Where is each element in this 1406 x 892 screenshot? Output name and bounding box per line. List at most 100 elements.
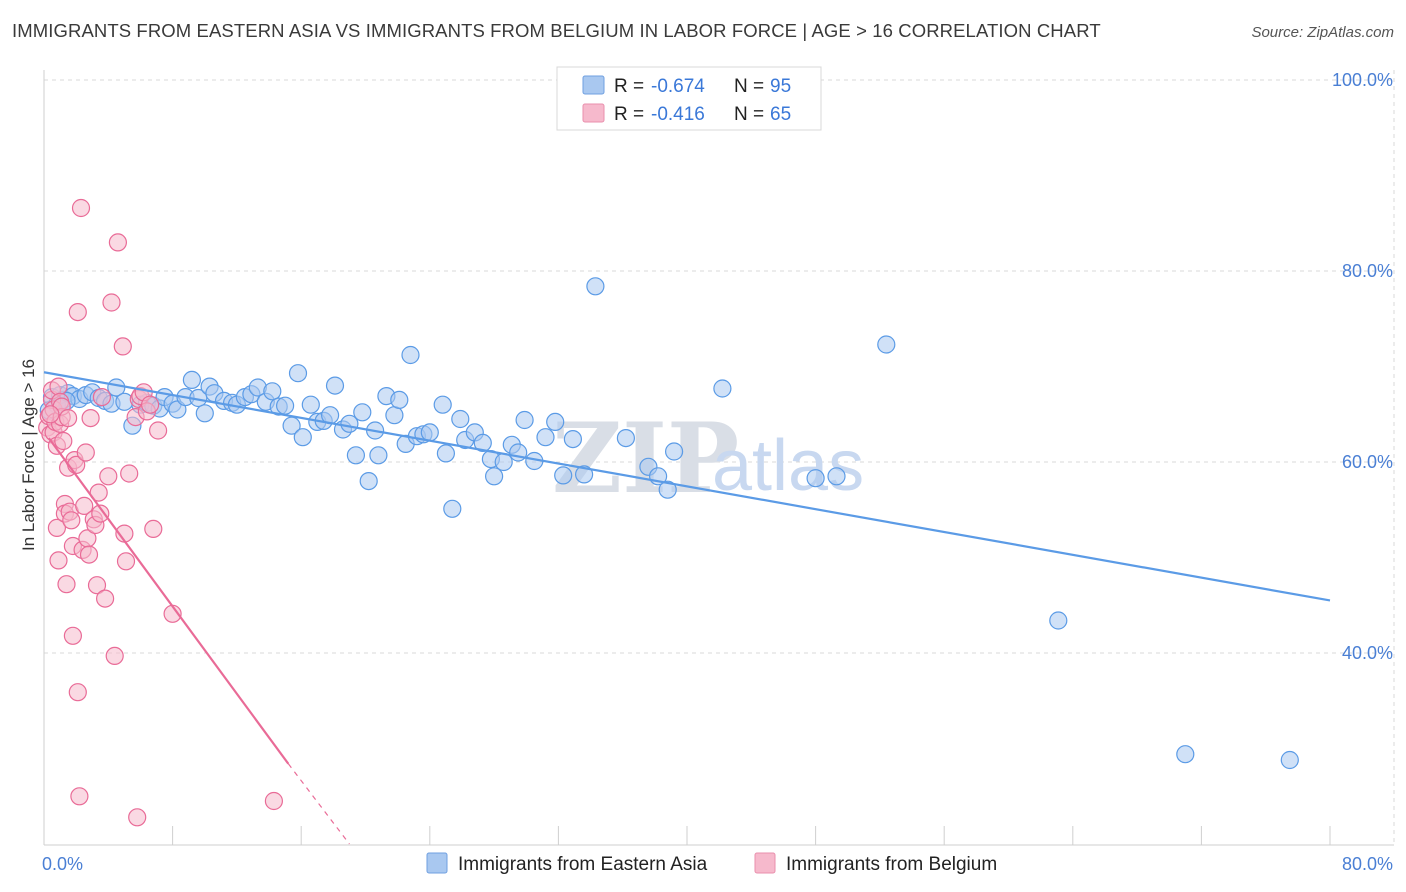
y-axis-label: In Labor Force | Age > 16 xyxy=(19,359,38,551)
y-tick-label: 100.0% xyxy=(1332,70,1393,90)
data-point xyxy=(81,409,100,428)
data-point xyxy=(433,395,452,414)
data-point xyxy=(451,409,470,429)
data-point xyxy=(664,442,684,461)
trend-line-eastern-asia xyxy=(43,371,1331,602)
data-point xyxy=(58,409,78,428)
data-point xyxy=(68,303,87,322)
data-point xyxy=(369,446,388,465)
data-point xyxy=(91,504,110,523)
watermark-atlas: atlas xyxy=(712,426,864,506)
data-point xyxy=(182,370,201,389)
y-tick-label: 80.0% xyxy=(1342,261,1393,281)
data-point xyxy=(473,433,492,452)
data-point xyxy=(1176,745,1195,764)
bottom-legend-swatch-belgium xyxy=(754,852,776,874)
data-point xyxy=(293,428,312,447)
trend-lines xyxy=(43,371,1331,845)
bottom-legend-swatch-eastern-asia xyxy=(426,852,448,874)
data-point xyxy=(401,345,420,365)
data-point xyxy=(877,335,896,354)
source-label: Source: ZipAtlas.com xyxy=(1251,24,1394,41)
data-point xyxy=(494,452,513,472)
x-tick-label: 80.0% xyxy=(1342,854,1393,874)
data-point xyxy=(420,423,439,442)
data-point xyxy=(515,410,534,430)
legend-swatch-belgium xyxy=(582,103,605,123)
data-point xyxy=(301,395,320,414)
legend-swatch-eastern-asia xyxy=(582,75,605,95)
chart-title: IMMIGRANTS FROM EASTERN ASIA VS IMMIGRAN… xyxy=(12,20,1101,41)
data-point xyxy=(105,646,124,666)
data-point xyxy=(144,519,163,539)
legend-r-label-2: R = xyxy=(614,104,644,125)
legend-r-value-2: -0.416 xyxy=(651,104,705,125)
data-point xyxy=(346,446,365,465)
x-tick-labels: 0.0% 80.0% xyxy=(42,854,1393,874)
trend-line-extension-belgium xyxy=(287,763,350,845)
data-point xyxy=(99,467,118,486)
data-point xyxy=(75,496,94,515)
data-point xyxy=(41,405,60,424)
legend-top: R = -0.674 N = 95 R = -0.416 N = 65 xyxy=(556,66,822,131)
y-tick-label: 60.0% xyxy=(1342,452,1393,472)
data-point xyxy=(390,390,409,409)
legend-r-value-1: -0.674 xyxy=(651,76,705,97)
x-tick-label: 0.0% xyxy=(42,854,83,874)
data-point xyxy=(385,406,404,425)
bottom-legend-label-eastern-asia: Immigrants from Eastern Asia xyxy=(458,854,708,875)
data-point xyxy=(263,382,282,401)
data-point xyxy=(128,808,147,827)
data-point xyxy=(536,428,555,447)
data-point xyxy=(87,576,107,595)
data-point xyxy=(554,466,573,485)
data-point xyxy=(113,337,132,356)
data-point xyxy=(713,379,732,398)
data-point xyxy=(62,511,81,530)
data-point xyxy=(288,364,308,383)
data-point xyxy=(806,469,825,488)
series-eastern-asia xyxy=(39,277,1299,770)
data-point xyxy=(1280,750,1299,770)
data-point xyxy=(54,431,73,451)
data-point xyxy=(546,412,565,431)
data-point xyxy=(49,377,68,396)
data-point xyxy=(485,467,504,486)
series-belgium xyxy=(38,198,283,827)
data-point xyxy=(79,545,99,564)
data-point xyxy=(63,626,83,645)
data-point xyxy=(76,443,95,462)
data-point xyxy=(49,551,68,570)
legend-n-label-1: N = xyxy=(734,76,764,97)
data-point xyxy=(116,552,136,571)
data-point xyxy=(616,429,636,448)
bottom-legend-label-belgium: Immigrants from Belgium xyxy=(786,854,997,875)
data-point xyxy=(141,395,160,414)
trend-line-belgium xyxy=(47,437,290,765)
data-point xyxy=(57,575,76,594)
data-point xyxy=(436,444,455,463)
legend-n-label-2: N = xyxy=(734,104,764,125)
data-point xyxy=(120,464,139,483)
data-point xyxy=(353,403,372,422)
data-point xyxy=(92,388,112,407)
data-points xyxy=(38,198,1299,827)
data-point xyxy=(586,277,605,296)
legend-n-value-1: 95 xyxy=(770,76,791,97)
data-point xyxy=(71,198,91,218)
data-point xyxy=(149,421,168,440)
legend-r-label-1: R = xyxy=(614,76,644,97)
data-point xyxy=(574,465,594,484)
data-point xyxy=(68,683,87,702)
data-point xyxy=(443,499,462,518)
legend-bottom: Immigrants from Eastern Asia Immigrants … xyxy=(426,852,997,875)
data-point xyxy=(108,233,128,252)
y-tick-labels: 100.0% 80.0% 60.0% 40.0% xyxy=(1332,70,1393,663)
watermark: ZIP atlas xyxy=(552,402,864,515)
data-point xyxy=(264,791,283,811)
data-point xyxy=(47,518,67,538)
y-tick-label: 40.0% xyxy=(1342,643,1393,663)
data-point xyxy=(359,472,378,491)
data-point xyxy=(827,467,846,486)
